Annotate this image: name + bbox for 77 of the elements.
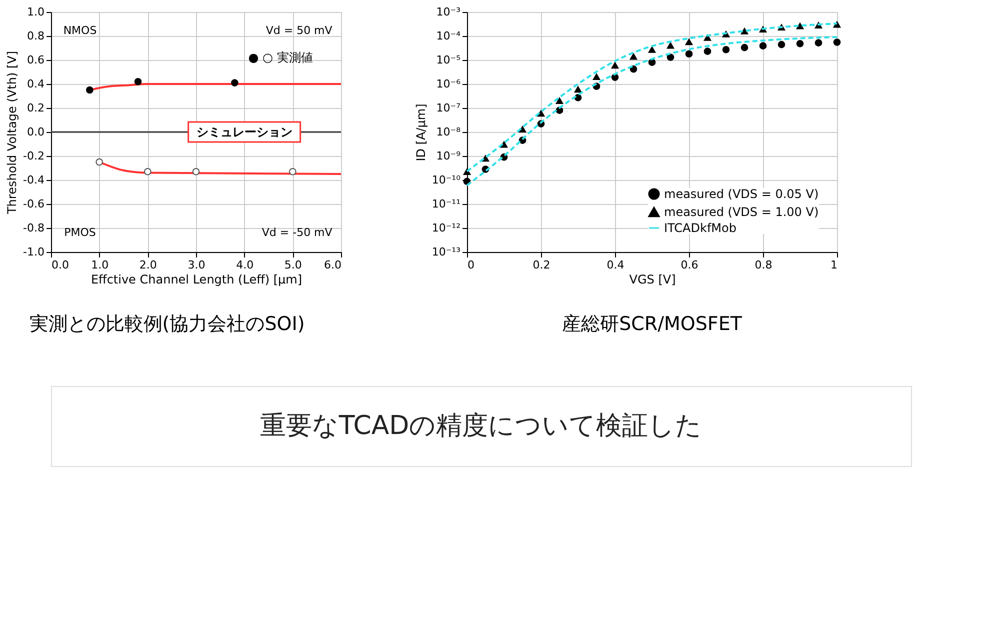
annotation: ● ○ 実測値 [248, 50, 313, 65]
y-tick-label: 10⁻⁴ [436, 30, 462, 42]
annotation: Vd = 50 mV [266, 24, 333, 38]
point [648, 46, 656, 53]
y-tick-label: 10⁻⁷ [436, 102, 460, 114]
y-tick-label: 10⁻¹¹ [432, 198, 460, 210]
point [666, 54, 674, 61]
x-tick-label: 0.8 [754, 258, 772, 272]
point [630, 53, 638, 60]
y-tick-label: 10⁻⁹ [436, 150, 460, 162]
point [796, 22, 804, 30]
y-tick-label: -0.4 [23, 174, 44, 186]
point [704, 48, 712, 55]
x-tick-label: 3.0 [188, 258, 206, 272]
y-tick-label: 10⁻³ [436, 6, 460, 18]
point [574, 86, 582, 93]
y-tick-label: -1.0 [23, 246, 44, 258]
x-axis-title: VGS [V] [629, 272, 676, 286]
point [556, 98, 564, 104]
text: 重要なTCADの精度について検証した [260, 411, 702, 441]
point [537, 110, 545, 117]
x-tick-label: 6.0 [324, 258, 342, 272]
point [833, 21, 841, 28]
x-tick-label: 2.0 [139, 258, 157, 272]
y-tick-label: -0.2 [23, 150, 44, 162]
x-tick-label: 0.4 [606, 258, 624, 272]
y-tick-label: 10⁻¹³ [432, 246, 460, 258]
legend-label: measured (VDS = 0.05 V) [664, 187, 819, 201]
x-tick-label: 5.0 [284, 258, 302, 272]
y-tick-label: 0.0 [27, 126, 44, 138]
y-tick-label: 10⁻⁸ [436, 126, 462, 138]
point [685, 50, 693, 58]
legend-label: ITCADkfMob [664, 221, 736, 235]
x-tick-label: 0.6 [680, 258, 698, 272]
point [814, 39, 822, 46]
y-tick-label: 10⁻⁵ [436, 54, 460, 66]
x-tick-label: 4.0 [236, 258, 254, 272]
point [796, 40, 804, 48]
y-tick-label: 10⁻¹⁰ [432, 174, 462, 186]
point [611, 62, 619, 69]
x-axis-title: Effctive Channel Length (Leff) [µm] [90, 272, 302, 286]
point [630, 65, 638, 73]
annotation: シミュレーション [196, 125, 292, 139]
annotation: NMOS [63, 24, 97, 38]
legend-label: measured (VDS = 1.00 V) [664, 205, 819, 219]
point [740, 44, 748, 52]
point [778, 40, 786, 48]
x-tick-label: 0 [468, 258, 474, 272]
y-tick-label: 0.4 [27, 78, 44, 90]
y-tick-label: 10⁻¹² [432, 222, 460, 234]
point [500, 141, 508, 148]
y-tick-label: -0.6 [23, 198, 44, 210]
x-tick-label: 0.2 [532, 258, 550, 272]
point [722, 46, 730, 54]
y-axis-title: ID [A/µm] [414, 104, 428, 162]
y-tick-label: -0.8 [23, 222, 44, 234]
annotation: PMOS [64, 226, 96, 239]
x-tick-label: 1 [830, 258, 838, 272]
text: 実測との比較例(協力会社のSOI) [29, 313, 305, 335]
x-tick-label: 1.0 [91, 258, 109, 272]
point [666, 42, 674, 49]
point [740, 28, 748, 34]
y-tick-label: 0.8 [27, 30, 44, 42]
point [759, 42, 767, 50]
point [518, 126, 526, 133]
y-tick-label: 10⁻⁶ [436, 78, 462, 90]
point [685, 38, 693, 46]
point [833, 38, 841, 46]
point [704, 34, 712, 41]
point [592, 74, 600, 80]
text: 産総研SCR/MOSFET [562, 313, 742, 335]
x-tick-label: 0.0 [52, 258, 69, 272]
y-axis-title: Threshold Voltage (Vth) [V] [5, 50, 20, 216]
y-tick-label: 0.6 [27, 54, 44, 66]
y-tick-label: 1.0 [27, 6, 44, 18]
y-tick-label: 0.2 [27, 102, 44, 114]
annotation: Vd = -50 mV [262, 226, 333, 239]
